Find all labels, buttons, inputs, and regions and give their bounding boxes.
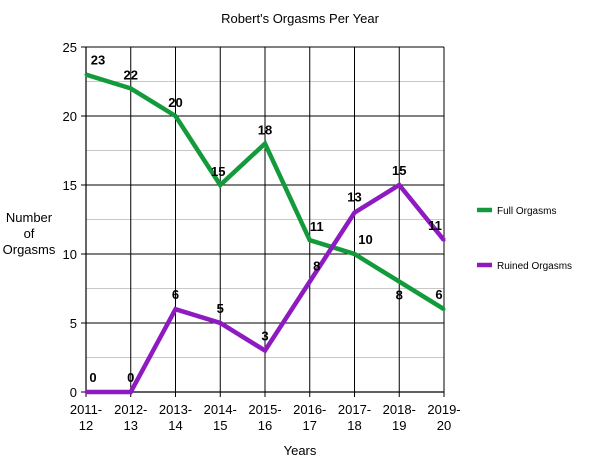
- x-axis-title: Years: [284, 443, 317, 458]
- x-tick-label-line: 15: [213, 418, 227, 433]
- data-label: 10: [358, 232, 372, 247]
- data-label: 8: [313, 259, 320, 274]
- x-tick-label-line: 12: [79, 418, 93, 433]
- x-tick-label-line: 13: [124, 418, 138, 433]
- x-tick-label: 2019-20: [427, 402, 460, 433]
- y-tick-label: 5: [70, 316, 77, 331]
- x-tick-label: 2011-12: [70, 402, 102, 433]
- data-label: 0: [127, 370, 134, 385]
- data-point: [353, 211, 356, 215]
- x-tick-label-line: 20: [437, 418, 451, 433]
- data-label: 22: [124, 67, 138, 82]
- data-label: 15: [211, 164, 225, 179]
- data-point: [174, 114, 177, 118]
- data-label: 23: [91, 53, 105, 68]
- x-tick-label-line: 2012-: [114, 402, 147, 417]
- x-tick-label: 2018-19: [383, 402, 416, 433]
- data-point: [397, 280, 401, 284]
- x-tick-label-line: 2016-: [293, 402, 326, 417]
- y-tick-label: 15: [63, 178, 77, 193]
- data-label: 6: [435, 287, 442, 302]
- data-label: 11: [428, 218, 442, 233]
- y-axis-title-line: Number: [6, 210, 53, 225]
- x-tick-label-line: 2013-: [159, 402, 192, 417]
- x-tick-label: 2017-18: [338, 402, 371, 433]
- x-tick-label: 2013-14: [159, 402, 192, 433]
- data-label: 13: [347, 190, 361, 205]
- x-tick-label-line: 2014-: [204, 402, 237, 417]
- data-label: 0: [89, 370, 96, 385]
- x-tick-label-line: 2019-: [427, 402, 460, 417]
- legend-label: Ruined Orgasms: [497, 261, 572, 272]
- legend-label: Full Orgasms: [497, 206, 556, 217]
- x-tick-label: 2015-16: [248, 402, 281, 433]
- data-label: 6: [172, 287, 179, 302]
- series-layer: [84, 72, 446, 395]
- data-label: 20: [168, 95, 182, 110]
- data-point: [442, 307, 446, 311]
- data-point: [397, 183, 401, 187]
- data-point: [218, 321, 222, 325]
- x-tick-label: 2014-15: [204, 402, 237, 433]
- y-axis-title-line: of: [24, 226, 35, 241]
- data-label: 5: [217, 301, 224, 316]
- x-tick-label-line: 2015-: [248, 402, 281, 417]
- y-axis-title-line: Orgasms: [3, 242, 56, 257]
- x-tick-label-line: 2018-: [383, 402, 416, 417]
- data-label: 8: [396, 288, 403, 303]
- data-point: [174, 307, 177, 311]
- data-point: [129, 86, 133, 90]
- data-point: [353, 252, 356, 256]
- data-point: [84, 390, 88, 394]
- data-label: 11: [310, 219, 324, 234]
- data-point: [263, 142, 267, 146]
- data-label: 3: [261, 329, 268, 344]
- x-tick-label: 2012-13: [114, 402, 147, 433]
- x-tick-label-line: 19: [392, 418, 406, 433]
- y-tick-label: 10: [63, 247, 77, 262]
- data-point: [129, 390, 133, 394]
- y-tick-label: 0: [70, 385, 77, 400]
- x-tick-label-line: 2011-: [70, 402, 102, 417]
- x-tick-label-line: 17: [303, 418, 317, 433]
- legend: Full Orgasms Ruined Orgasms: [477, 206, 572, 272]
- data-point: [263, 349, 267, 353]
- x-tick-label: 2016-17: [293, 402, 326, 433]
- y-tick-label: 20: [63, 109, 77, 124]
- data-label-layer: 23 22 20 15 18 11 10 8 6 0 0 6 5 3 8 13 15 11: [89, 53, 442, 385]
- axis-layer: 05101520252011-122012-132013-142014-1520…: [63, 40, 461, 433]
- x-tick-label-line: 16: [258, 418, 272, 433]
- data-point: [308, 238, 312, 242]
- x-tick-label-line: 14: [168, 418, 182, 433]
- data-point: [218, 183, 222, 187]
- y-tick-label: 25: [63, 40, 77, 55]
- data-point: [84, 73, 88, 77]
- data-point: [308, 280, 312, 284]
- x-tick-label-line: 18: [347, 418, 361, 433]
- data-label: 15: [392, 163, 406, 178]
- data-label: 18: [258, 123, 272, 138]
- x-tick-label-line: 2017-: [338, 402, 371, 417]
- grid-layer: [81, 46, 445, 397]
- data-point: [442, 238, 446, 242]
- chart-title: Robert's Orgasms Per Year: [221, 11, 379, 26]
